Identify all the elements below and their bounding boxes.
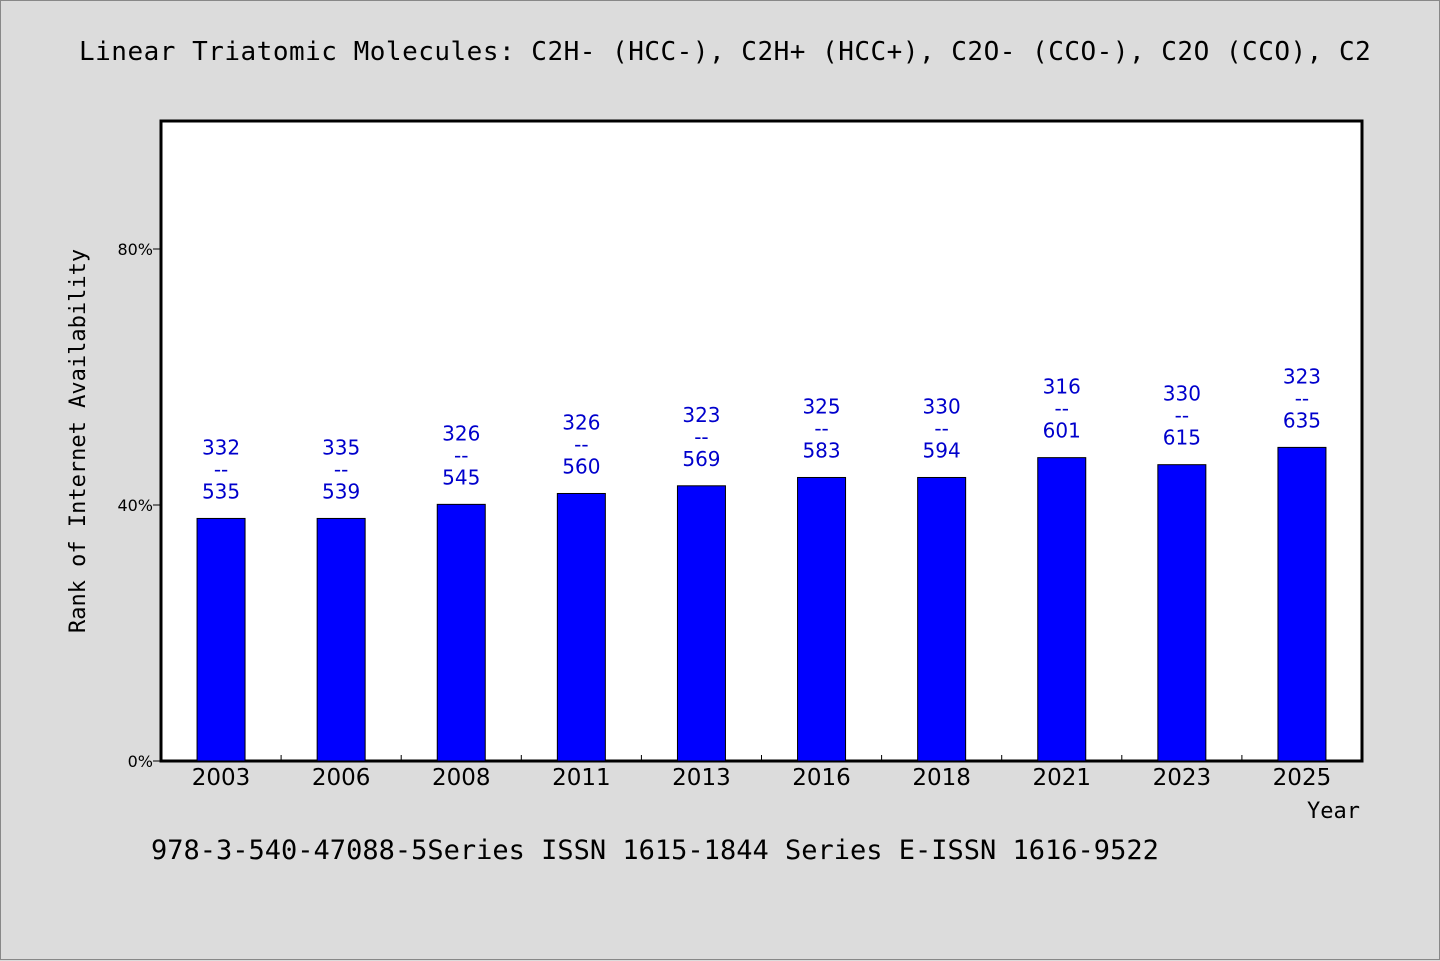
data-label: 316 xyxy=(1043,375,1081,399)
data-label: 594 xyxy=(923,438,961,462)
y-tick-label: 40% xyxy=(117,496,153,515)
footer-text: 978-3-540-47088-5Series ISSN 1615-1844 S… xyxy=(151,835,1159,866)
data-label: 635 xyxy=(1283,408,1321,432)
x-tick-label: 2021 xyxy=(1032,765,1091,791)
data-label: 330 xyxy=(923,394,961,418)
y-tick-label: 80% xyxy=(117,240,153,259)
bar xyxy=(436,503,486,762)
data-label: -- xyxy=(574,432,588,456)
x-tick-label: 2013 xyxy=(672,765,731,791)
x-tick-label: 2003 xyxy=(192,765,251,791)
data-label: -- xyxy=(1295,386,1309,410)
data-label: 539 xyxy=(322,479,360,503)
x-tick-label: 2016 xyxy=(792,765,851,791)
bar xyxy=(556,492,606,762)
data-label: 615 xyxy=(1163,426,1201,450)
bar xyxy=(917,476,967,762)
bar xyxy=(1037,457,1087,762)
data-label: 601 xyxy=(1043,419,1081,443)
chart-title: Linear Triatomic Molecules: C2H- (HCC-),… xyxy=(79,37,1372,67)
data-label: 323 xyxy=(1283,364,1321,388)
y-tick-label: 0% xyxy=(128,752,153,771)
bar xyxy=(676,485,726,762)
data-label: -- xyxy=(214,457,228,481)
bar xyxy=(196,517,246,762)
data-label: 535 xyxy=(202,479,240,503)
data-label: -- xyxy=(814,416,828,440)
x-axis-title: Year xyxy=(1307,799,1360,824)
x-tick-label: 2018 xyxy=(912,765,971,791)
x-tick-label: 2006 xyxy=(312,765,371,791)
data-label: -- xyxy=(1175,404,1189,428)
data-label: 335 xyxy=(322,435,360,459)
data-label: 326 xyxy=(562,410,600,434)
bar xyxy=(1157,464,1207,762)
data-label: 545 xyxy=(442,465,480,489)
x-tick-label: 2011 xyxy=(552,765,611,791)
data-label: 560 xyxy=(562,454,600,478)
data-label: 332 xyxy=(202,435,240,459)
data-label: -- xyxy=(1055,397,1069,421)
data-label: 325 xyxy=(802,394,840,418)
data-label: 323 xyxy=(682,403,720,427)
data-label: -- xyxy=(454,443,468,467)
bar xyxy=(1277,446,1327,762)
data-label: -- xyxy=(694,425,708,449)
data-label: 569 xyxy=(682,447,720,471)
data-label: 330 xyxy=(1163,382,1201,406)
data-label: -- xyxy=(934,416,948,440)
bar xyxy=(316,517,366,762)
data-label: 326 xyxy=(442,421,480,445)
data-label: -- xyxy=(334,457,348,481)
x-tick-label: 2023 xyxy=(1153,765,1212,791)
x-tick-label: 2025 xyxy=(1273,765,1332,791)
y-axis-title: Rank of Internet Availability xyxy=(66,249,91,633)
data-label: 583 xyxy=(802,438,840,462)
bar xyxy=(797,476,847,762)
x-tick-label: 2008 xyxy=(432,765,491,791)
